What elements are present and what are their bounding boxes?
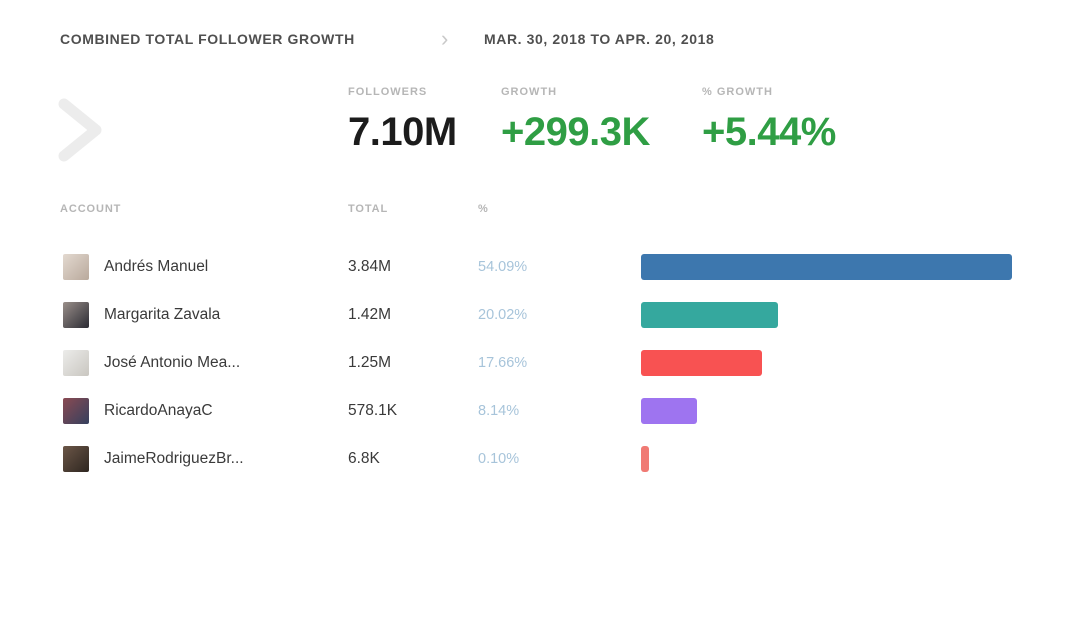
account-name[interactable]: RicardoAnayaC (104, 402, 213, 419)
account-pct: 17.66% (478, 355, 528, 371)
growth-bar (641, 254, 1012, 280)
avatar (63, 446, 89, 472)
account-pct: 54.09% (478, 259, 528, 275)
account-pct: 20.02% (478, 307, 528, 323)
table-row[interactable]: Andrés Manuel 3.84M 54.09% (0, 243, 1076, 291)
account-name[interactable]: Andrés Manuel (104, 258, 209, 275)
account-pct: 0.10% (478, 451, 520, 467)
stat-value: +299.3K (501, 110, 650, 154)
column-header-pct: % (478, 203, 489, 215)
account-total: 1.25M (348, 354, 392, 371)
account-name[interactable]: JaimeRodriguezBr... (104, 450, 244, 467)
stat-value: +5.44% (702, 110, 836, 154)
table-header: ACCOUNT TOTAL % (0, 203, 1076, 219)
date-range-label[interactable]: MAR. 30, 2018 TO APR. 20, 2018 (484, 31, 715, 47)
breadcrumb-chevron-icon: › (441, 26, 449, 51)
stat-value: 7.10M (348, 110, 457, 154)
stat-followers: FOLLOWERS 7.10M (348, 86, 457, 154)
page-title: COMBINED TOTAL FOLLOWER GROWTH (60, 31, 355, 47)
column-header-account: ACCOUNT (60, 203, 122, 215)
account-pct: 8.14% (478, 403, 520, 419)
stat-label: GROWTH (501, 86, 558, 98)
account-total: 1.42M (348, 306, 392, 323)
table-row[interactable]: RicardoAnayaC 578.1K 8.14% (0, 387, 1076, 435)
stat-label: FOLLOWERS (348, 86, 428, 98)
stat-growth: GROWTH +299.3K (501, 86, 650, 154)
account-total: 6.8K (348, 450, 380, 467)
growth-bar (641, 446, 649, 472)
chevron-right-icon (58, 98, 102, 162)
table-row[interactable]: José Antonio Mea... 1.25M 17.66% (0, 339, 1076, 387)
account-total: 578.1K (348, 402, 398, 419)
stat-label: % GROWTH (702, 86, 773, 98)
account-rows: Andrés Manuel 3.84M 54.09% Margarita Zav… (0, 243, 1076, 483)
column-header-total: TOTAL (348, 203, 389, 215)
account-total: 3.84M (348, 258, 392, 275)
next-page-button[interactable] (56, 98, 108, 162)
avatar (63, 254, 89, 280)
account-name[interactable]: Margarita Zavala (104, 306, 221, 323)
account-name[interactable]: José Antonio Mea... (104, 354, 241, 371)
table-row[interactable]: JaimeRodriguezBr... 6.8K 0.10% (0, 435, 1076, 483)
avatar (63, 398, 89, 424)
avatar (63, 350, 89, 376)
avatar (63, 302, 89, 328)
growth-bar (641, 398, 697, 424)
stat-pct-growth: % GROWTH +5.44% (702, 86, 836, 154)
table-row[interactable]: Margarita Zavala 1.42M 20.02% (0, 291, 1076, 339)
growth-bar (641, 350, 762, 376)
growth-bar (641, 302, 778, 328)
